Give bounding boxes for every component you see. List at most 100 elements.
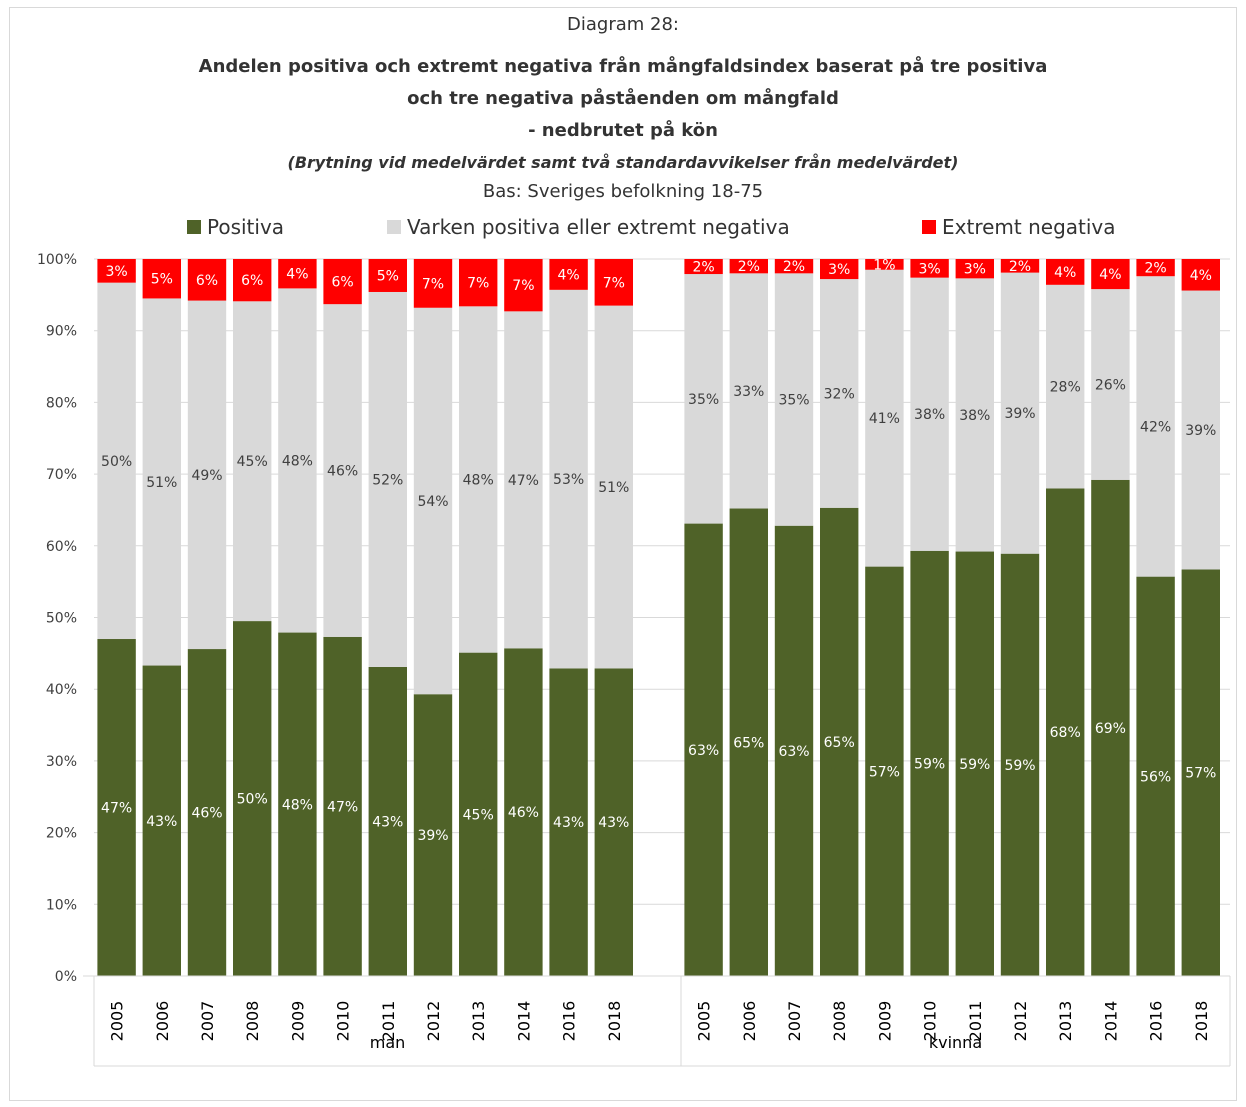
data-label: 26% [1095, 377, 1126, 393]
x-category-label: 2005 [108, 1001, 127, 1042]
x-category-label: 2006 [740, 1001, 759, 1042]
bar-varken [187, 300, 227, 650]
data-label: 38% [959, 408, 990, 424]
x-category-label: 2007 [198, 1001, 217, 1042]
bar-extremt [549, 259, 588, 290]
x-category-label: 2005 [695, 1001, 714, 1042]
bar-positiva [413, 694, 453, 976]
data-label: 2% [1009, 259, 1031, 275]
data-label: 6% [331, 275, 353, 291]
bar-varken [1091, 289, 1130, 480]
bar-positiva [278, 632, 317, 976]
x-category-label: 2016 [1147, 1001, 1166, 1042]
data-label: 52% [372, 472, 403, 488]
data-label: 51% [146, 475, 177, 491]
bar-varken [955, 278, 994, 552]
bar-varken [865, 269, 904, 567]
chart-title-line-1: Andelen positiva och extremt negativa fr… [198, 56, 1048, 77]
data-label: 2% [783, 259, 805, 275]
bar-extremt [368, 259, 407, 292]
data-label: 56% [1140, 769, 1171, 785]
chart-subtitle: (Brytning vid medelvärdet samt två stand… [287, 153, 959, 172]
bar-varken [729, 273, 768, 509]
bar-extremt [323, 259, 362, 305]
bar-extremt [594, 259, 633, 306]
data-label: 46% [508, 805, 539, 821]
data-label: 7% [603, 275, 625, 291]
data-label: 50% [101, 454, 132, 470]
bar-positiva [1000, 553, 1040, 976]
bar-extremt [1000, 259, 1040, 273]
data-label: 54% [417, 494, 448, 510]
bar-positiva [955, 551, 994, 976]
data-label: 1% [873, 257, 895, 273]
data-label: 4% [557, 267, 579, 283]
chart-base-note: Bas: Sveriges befolkning 18-75 [482, 181, 764, 202]
x-category-label: 2009 [288, 1001, 307, 1042]
data-label: 46% [191, 806, 222, 822]
x-category-label: 2009 [875, 1001, 894, 1042]
x-category-label: 2010 [334, 1001, 353, 1042]
bar-varken [549, 289, 588, 669]
data-label: 59% [914, 756, 945, 772]
data-label: 45% [463, 807, 494, 823]
data-label: 33% [733, 384, 764, 400]
data-label: 68% [1050, 725, 1081, 741]
y-tick-label: 30% [46, 754, 77, 770]
data-label: 59% [959, 757, 990, 773]
data-label: 5% [377, 268, 399, 284]
bar-varken [368, 291, 407, 667]
data-label: 4% [1054, 265, 1076, 281]
chart-title-number: Diagram 28: [567, 14, 679, 35]
y-tick-label: 0% [55, 969, 77, 985]
data-label: 48% [282, 453, 313, 469]
data-label: 43% [553, 815, 584, 831]
legend-item-varken: Varken positiva eller extremt negativa [387, 215, 790, 239]
y-tick-label: 10% [46, 897, 77, 913]
legend-swatch-positiva [187, 220, 201, 234]
data-label: 65% [733, 735, 764, 751]
bar-varken [504, 311, 543, 649]
data-label: 4% [1190, 268, 1212, 284]
bar-positiva [142, 665, 181, 976]
y-tick-label: 70% [46, 467, 77, 483]
x-category-label: 2014 [514, 1001, 533, 1042]
x-category-label: 2012 [424, 1001, 443, 1042]
y-tick-label: 90% [46, 324, 77, 340]
data-label: 51% [598, 480, 629, 496]
data-label: 43% [372, 814, 403, 830]
data-label: 39% [417, 828, 448, 844]
data-label: 43% [598, 815, 629, 831]
bar-positiva [684, 523, 723, 976]
group-label-kvinna: kvinna [929, 1033, 982, 1052]
y-tick-label: 60% [46, 539, 77, 555]
group-label-man: man [370, 1033, 406, 1052]
legend-label-extremt: Extremt negativa [942, 215, 1116, 239]
bar-extremt [1091, 259, 1130, 290]
data-label: 42% [1140, 419, 1171, 435]
bar-positiva [1136, 576, 1175, 976]
bar-extremt [774, 259, 814, 274]
legend-swatch-extremt [922, 220, 936, 234]
bar-extremt [504, 259, 543, 312]
data-label: 6% [241, 273, 263, 289]
bar-extremt [278, 259, 317, 289]
bar-extremt [820, 259, 859, 280]
data-label: 5% [151, 272, 173, 288]
bar-positiva [97, 639, 136, 976]
bar-varken [1136, 276, 1175, 577]
data-label: 38% [914, 407, 945, 423]
x-category-label: 2012 [1011, 1001, 1030, 1042]
bar-positiva [1181, 569, 1220, 976]
x-category-label: 2016 [560, 1001, 579, 1042]
bar-varken [233, 301, 272, 622]
data-label: 59% [1004, 758, 1035, 774]
bar-varken [278, 288, 317, 633]
bar-positiva [774, 525, 814, 976]
legend-label-varken: Varken positiva eller extremt negativa [407, 215, 790, 239]
bar-extremt [684, 259, 723, 275]
data-label: 50% [237, 792, 268, 808]
data-label: 63% [778, 744, 809, 760]
data-label: 39% [1004, 406, 1035, 422]
